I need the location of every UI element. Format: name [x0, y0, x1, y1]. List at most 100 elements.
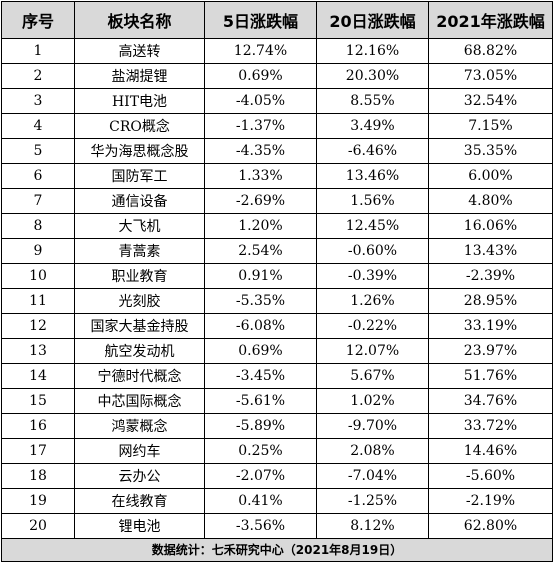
cell-index: 11: [1, 288, 75, 314]
cell-ytd-change: 28.95%: [428, 288, 553, 314]
cell-20day-change: 13.46%: [316, 163, 429, 189]
header-5day-change: 5日涨跌幅: [204, 1, 317, 39]
cell-5day-change: 0.69%: [204, 338, 317, 364]
cell-5day-change: -2.07%: [204, 463, 317, 489]
table-row: 2 盐湖提锂 0.69% 20.30% 73.05%: [1, 63, 553, 89]
cell-ytd-change: 32.54%: [428, 88, 553, 114]
cell-sector-name: 云办公: [74, 463, 205, 489]
table-row: 9 青蒿素 2.54% -0.60% 13.43%: [1, 238, 553, 264]
table-body: 1 高送转 12.74% 12.16% 68.82% 2 盐湖提锂 0.69% 20.30% 73…: [1, 38, 553, 539]
cell-sector-name: 在线教育: [74, 488, 205, 514]
table-row: 11 光刻胶 -5.35% 1.26% 28.95%: [1, 288, 553, 314]
table-row: 8 大飞机 1.20% 12.45% 16.06%: [1, 213, 553, 239]
cell-sector-name: 锂电池: [74, 513, 205, 539]
table-row: 6 国防军工 1.33% 13.46% 6.00%: [1, 163, 553, 189]
cell-20day-change: 5.67%: [316, 363, 429, 389]
cell-ytd-change: 16.06%: [428, 213, 553, 239]
table-row: 12 国家大基金持股 -6.08% -0.22% 33.19%: [1, 313, 553, 339]
cell-ytd-change: 33.72%: [428, 413, 553, 439]
cell-ytd-change: -5.60%: [428, 463, 553, 489]
table-row: 18 云办公 -2.07% -7.04% -5.60%: [1, 463, 553, 489]
cell-index: 15: [1, 388, 75, 414]
cell-index: 12: [1, 313, 75, 339]
cell-ytd-change: 7.15%: [428, 113, 553, 139]
header-sector-name: 板块名称: [74, 1, 205, 39]
cell-5day-change: -5.35%: [204, 288, 317, 314]
cell-5day-change: 1.33%: [204, 163, 317, 189]
cell-20day-change: -6.46%: [316, 138, 429, 164]
cell-ytd-change: 23.97%: [428, 338, 553, 364]
cell-5day-change: -4.35%: [204, 138, 317, 164]
cell-index: 10: [1, 263, 75, 289]
cell-index: 14: [1, 363, 75, 389]
cell-ytd-change: 4.80%: [428, 188, 553, 214]
cell-sector-name: 鸿蒙概念: [74, 413, 205, 439]
cell-sector-name: 中芯国际概念: [74, 388, 205, 414]
cell-5day-change: -5.61%: [204, 388, 317, 414]
cell-sector-name: 盐湖提锂: [74, 63, 205, 89]
cell-5day-change: 0.91%: [204, 263, 317, 289]
cell-ytd-change: -2.39%: [428, 263, 553, 289]
cell-20day-change: 1.56%: [316, 188, 429, 214]
cell-ytd-change: 62.80%: [428, 513, 553, 539]
cell-sector-name: 大飞机: [74, 213, 205, 239]
cell-ytd-change: -2.19%: [428, 488, 553, 514]
cell-20day-change: -1.25%: [316, 488, 429, 514]
cell-sector-name: 光刻胶: [74, 288, 205, 314]
cell-ytd-change: 34.76%: [428, 388, 553, 414]
table-row: 1 高送转 12.74% 12.16% 68.82%: [1, 38, 553, 64]
cell-index: 3: [1, 88, 75, 114]
data-source-footer: 数据统计：七禾研究中心（2021年8月19日）: [1, 539, 553, 562]
header-20day-change: 20日涨跌幅: [316, 1, 429, 39]
cell-ytd-change: 68.82%: [428, 38, 553, 64]
cell-index: 19: [1, 488, 75, 514]
cell-sector-name: 通信设备: [74, 188, 205, 214]
cell-20day-change: 2.08%: [316, 438, 429, 464]
cell-20day-change: 1.26%: [316, 288, 429, 314]
cell-sector-name: 青蒿素: [74, 238, 205, 264]
table-row: 13 航空发动机 0.69% 12.07% 23.97%: [1, 338, 553, 364]
cell-index: 17: [1, 438, 75, 464]
cell-20day-change: -0.22%: [316, 313, 429, 339]
cell-ytd-change: 73.05%: [428, 63, 553, 89]
table-header: 序号 板块名称 5日涨跌幅 20日涨跌幅 2021年涨跌幅: [1, 1, 553, 39]
cell-20day-change: 12.16%: [316, 38, 429, 64]
table-row: 16 鸿蒙概念 -5.89% -9.70% 33.72%: [1, 413, 553, 439]
cell-sector-name: 职业教育: [74, 263, 205, 289]
cell-20day-change: -0.39%: [316, 263, 429, 289]
table-row: 4 CRO概念 -1.37% 3.49% 7.15%: [1, 113, 553, 139]
header-index: 序号: [1, 1, 75, 39]
cell-20day-change: 12.07%: [316, 338, 429, 364]
cell-sector-name: 国家大基金持股: [74, 313, 205, 339]
cell-sector-name: 航空发动机: [74, 338, 205, 364]
cell-5day-change: -3.56%: [204, 513, 317, 539]
cell-sector-name: HIT电池: [74, 88, 205, 114]
cell-20day-change: -0.60%: [316, 238, 429, 264]
cell-20day-change: -9.70%: [316, 413, 429, 439]
table-row: 19 在线教育 0.41% -1.25% -2.19%: [1, 488, 553, 514]
cell-index: 9: [1, 238, 75, 264]
cell-20day-change: 8.12%: [316, 513, 429, 539]
cell-20day-change: 1.02%: [316, 388, 429, 414]
cell-5day-change: -5.89%: [204, 413, 317, 439]
cell-5day-change: 0.41%: [204, 488, 317, 514]
table-row: 5 华为海思概念股 -4.35% -6.46% 35.35%: [1, 138, 553, 164]
table-row: 7 通信设备 -2.69% 1.56% 4.80%: [1, 188, 553, 214]
cell-20day-change: 20.30%: [316, 63, 429, 89]
cell-index: 16: [1, 413, 75, 439]
table-row: 15 中芯国际概念 -5.61% 1.02% 34.76%: [1, 388, 553, 414]
cell-20day-change: 12.45%: [316, 213, 429, 239]
header-row: 序号 板块名称 5日涨跌幅 20日涨跌幅 2021年涨跌幅: [1, 1, 553, 39]
cell-index: 13: [1, 338, 75, 364]
cell-index: 4: [1, 113, 75, 139]
cell-sector-name: 高送转: [74, 38, 205, 64]
table-row: 17 网约车 0.25% 2.08% 14.46%: [1, 438, 553, 464]
cell-5day-change: -3.45%: [204, 363, 317, 389]
cell-index: 7: [1, 188, 75, 214]
cell-5day-change: -6.08%: [204, 313, 317, 339]
cell-5day-change: -4.05%: [204, 88, 317, 114]
cell-5day-change: -2.69%: [204, 188, 317, 214]
cell-5day-change: 12.74%: [204, 38, 317, 64]
cell-sector-name: 国防军工: [74, 163, 205, 189]
